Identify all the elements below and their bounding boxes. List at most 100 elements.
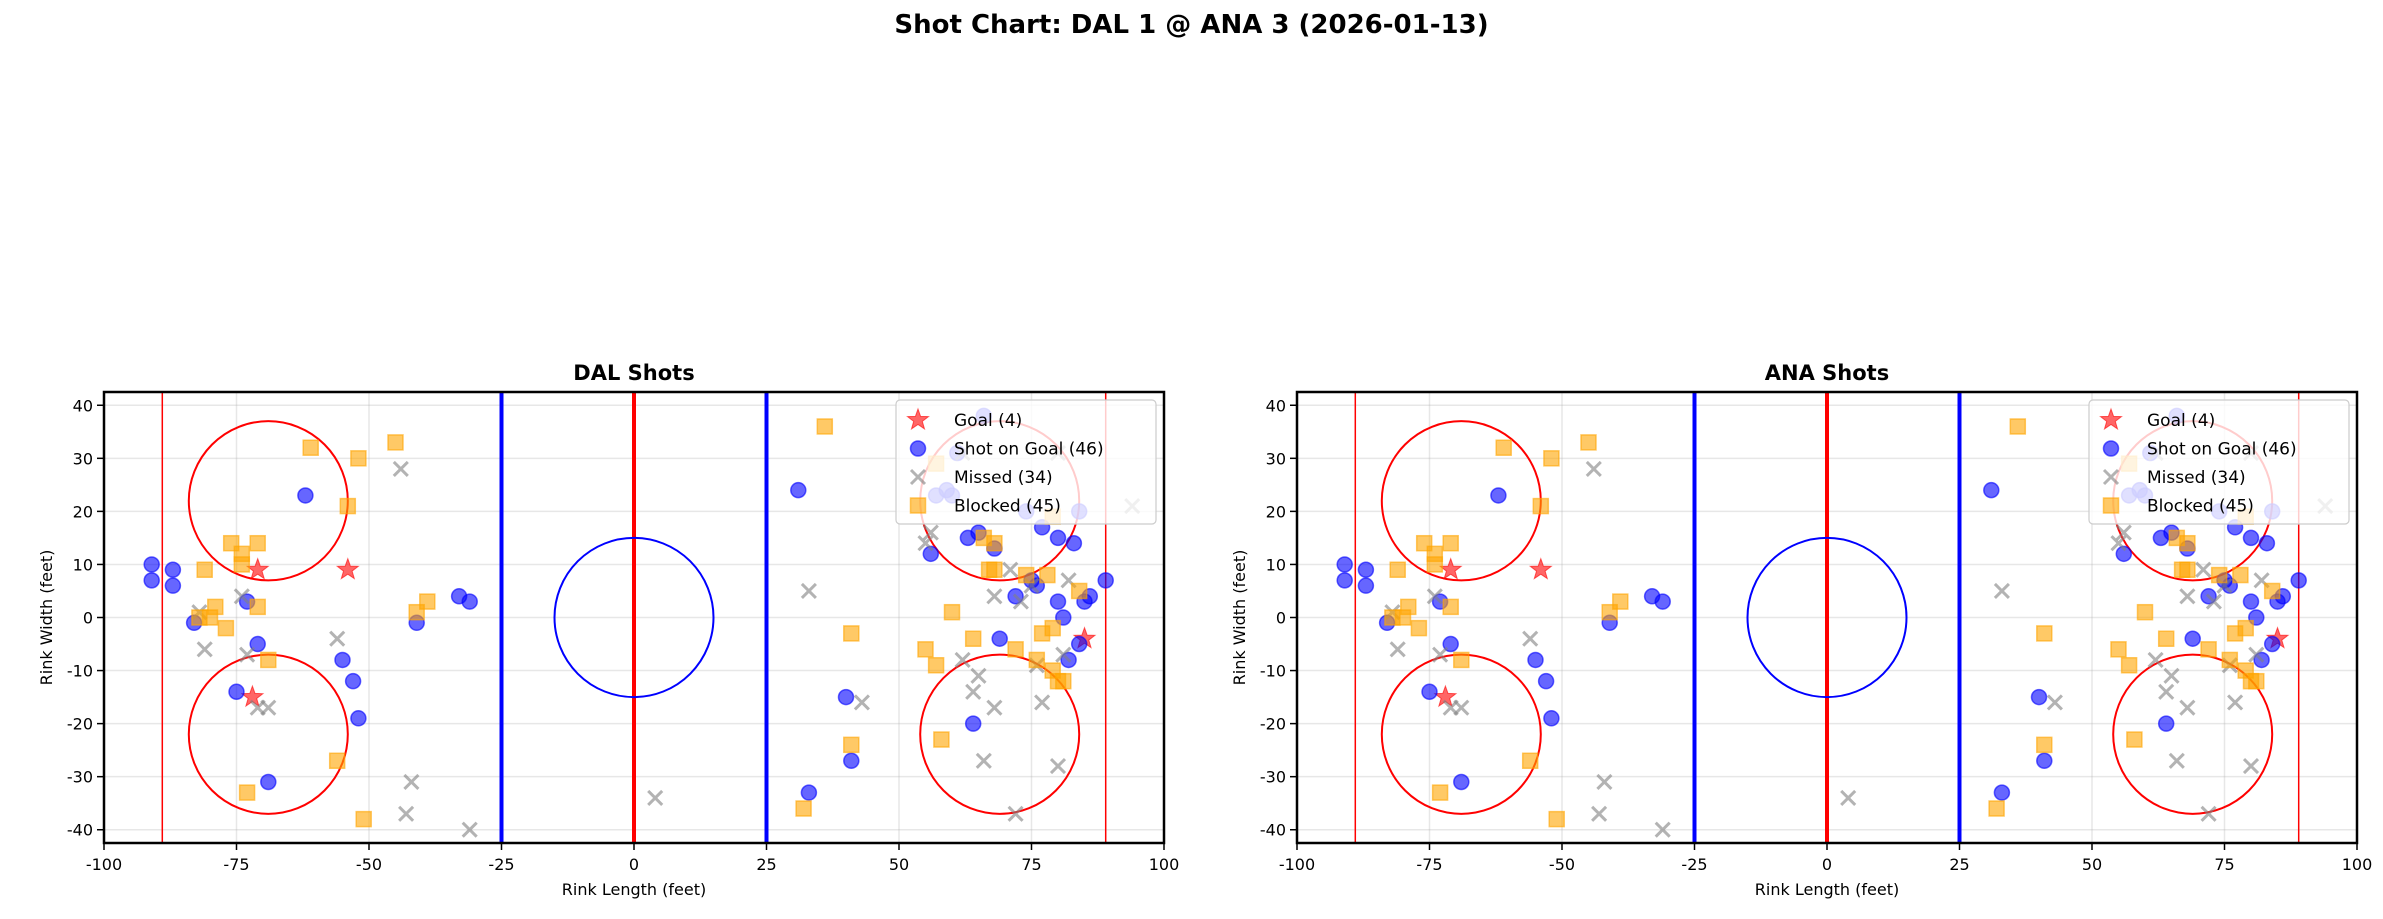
point-circle xyxy=(1537,672,1555,690)
point-square xyxy=(2237,619,2254,637)
y-tick-label: 20 xyxy=(73,502,93,521)
point-x xyxy=(2179,699,2196,716)
point-x xyxy=(1389,641,1406,658)
point-square xyxy=(1028,651,1046,669)
point-square xyxy=(1453,651,1470,669)
legend-label: Goal (4) xyxy=(2147,411,2215,431)
point-square xyxy=(795,800,812,817)
point-x xyxy=(965,683,982,700)
legend-square-icon xyxy=(909,497,927,514)
point-x xyxy=(233,588,250,605)
point-square xyxy=(1055,672,1072,690)
point-square xyxy=(2221,651,2239,669)
point-square xyxy=(1548,810,1565,828)
legend: Goal (4) Shot on Goal (46) Missed (34) Bloc… xyxy=(2088,399,2350,525)
y-axis-label: Rink Width (feet) xyxy=(1230,550,1249,686)
point-x xyxy=(1840,789,1857,806)
point-circle xyxy=(164,577,182,594)
point-x xyxy=(1002,561,1019,578)
point-circle xyxy=(350,710,367,727)
point-circle xyxy=(1993,784,2011,801)
point-x xyxy=(1432,646,1449,663)
point-square xyxy=(1389,561,1406,578)
point-square xyxy=(917,641,934,658)
point-square xyxy=(328,752,346,770)
point-x xyxy=(1654,821,1671,838)
point-x xyxy=(1522,630,1539,647)
point-square xyxy=(1442,534,1459,552)
legend-star-icon xyxy=(906,407,930,431)
point-square xyxy=(1580,434,1597,451)
x-tick-label: 0 xyxy=(629,855,639,874)
point-square xyxy=(302,439,319,456)
point-square xyxy=(350,450,367,467)
axes-dal: -100 -75 -50 -25 0 25 50 75 100-40-30-20-1001020… xyxy=(37,361,1179,899)
legend-square-icon xyxy=(2102,497,2120,514)
point-square xyxy=(1521,752,1539,770)
point-circle xyxy=(461,593,478,610)
point-square xyxy=(387,434,404,451)
point-x xyxy=(329,630,346,647)
point-square xyxy=(1988,800,2005,817)
point-square xyxy=(2232,566,2249,584)
y-tick-label: -30 xyxy=(1260,768,1286,787)
point-square xyxy=(927,657,945,674)
center-faceoff-circle xyxy=(1746,536,1908,699)
point-x xyxy=(800,582,817,600)
point-star xyxy=(1438,557,1463,580)
point-x xyxy=(2046,694,2063,711)
point-square xyxy=(1495,439,1512,456)
x-axis-label: Rink Length (feet) xyxy=(562,880,706,899)
point-circle xyxy=(143,556,160,573)
point-circle xyxy=(344,672,362,690)
point-square xyxy=(2120,657,2138,674)
axes-title: DAL Shots xyxy=(573,361,694,385)
legend-circle-icon xyxy=(2102,440,2120,457)
point-x xyxy=(2163,667,2180,684)
legend: Goal (4) Shot on Goal (46) Missed (34) Bloc… xyxy=(895,399,1157,525)
point-x xyxy=(2147,651,2164,669)
series-square xyxy=(191,418,1088,828)
point-star xyxy=(245,557,270,580)
x-tick-label: -50 xyxy=(1549,855,1575,874)
point-star xyxy=(335,557,360,580)
point-x xyxy=(1055,646,1072,663)
x-tick-label: 75 xyxy=(1021,855,1041,874)
y-tick-label: 0 xyxy=(83,609,93,628)
point-square xyxy=(843,625,860,642)
point-x xyxy=(2115,524,2132,541)
point-x xyxy=(392,460,409,477)
point-x xyxy=(1049,758,1067,775)
point-square xyxy=(238,784,256,801)
point-circle xyxy=(1490,487,1507,504)
x-tick-label: -100 xyxy=(86,855,122,874)
x-tick-label: 50 xyxy=(889,855,909,874)
point-x xyxy=(2200,805,2217,822)
point-x xyxy=(2195,561,2212,578)
point-circle xyxy=(964,715,982,732)
point-x xyxy=(986,699,1003,716)
point-circle xyxy=(334,651,351,669)
point-circle xyxy=(2242,593,2260,610)
point-circle xyxy=(800,784,818,801)
point-x xyxy=(2205,593,2222,610)
y-tick-label: 20 xyxy=(1266,502,1286,521)
point-square xyxy=(1426,556,1444,573)
point-square xyxy=(1612,593,1629,610)
point-x xyxy=(1596,773,1613,791)
y-axis-label: Rink Width (feet) xyxy=(37,550,56,686)
point-square xyxy=(217,619,235,637)
point-square xyxy=(1044,619,1061,637)
point-circle xyxy=(2030,688,2048,706)
point-circle xyxy=(837,688,855,706)
point-circle xyxy=(260,773,277,791)
point-circle xyxy=(1527,651,1544,669)
point-square xyxy=(419,593,436,610)
legend-label: Blocked (45) xyxy=(954,497,1061,517)
legend-x-icon xyxy=(2102,468,2120,486)
point-square xyxy=(233,556,251,573)
point-x xyxy=(853,694,870,711)
point-square xyxy=(1007,641,1024,658)
point-square xyxy=(355,810,372,828)
